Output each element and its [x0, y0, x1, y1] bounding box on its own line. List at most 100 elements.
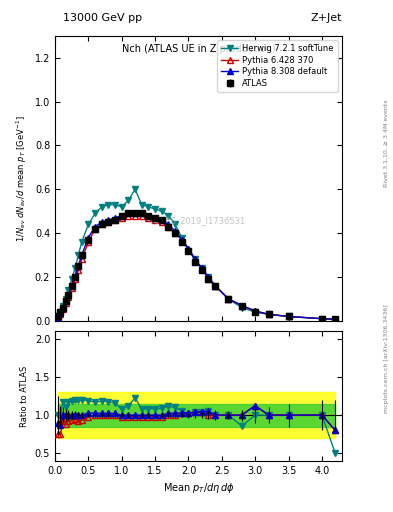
Pythia 6.428 370	[266, 311, 271, 317]
Pythia 6.428 370	[66, 294, 71, 300]
Herwig 7.2.1 softTune	[166, 212, 171, 219]
Text: ATLAS_2019_I1736531: ATLAS_2019_I1736531	[151, 217, 246, 226]
Herwig 7.2.1 softTune	[199, 265, 204, 271]
Herwig 7.2.1 softTune	[320, 315, 324, 322]
Herwig 7.2.1 softTune	[99, 204, 104, 210]
Herwig 7.2.1 softTune	[239, 305, 244, 311]
Pythia 8.308 default	[286, 313, 291, 319]
Pythia 6.428 370	[206, 276, 211, 282]
Pythia 8.308 default	[333, 316, 338, 322]
Pythia 8.308 default	[69, 283, 74, 289]
X-axis label: Mean $p_T/d\eta\,d\phi$: Mean $p_T/d\eta\,d\phi$	[163, 481, 234, 495]
Pythia 8.308 default	[266, 311, 271, 317]
Pythia 8.308 default	[133, 210, 138, 217]
Pythia 6.428 370	[119, 215, 124, 221]
Pythia 8.308 default	[106, 217, 111, 223]
Pythia 6.428 370	[213, 283, 217, 289]
Text: 13000 GeV pp: 13000 GeV pp	[63, 13, 142, 23]
Pythia 8.308 default	[126, 210, 131, 217]
Pythia 8.308 default	[119, 212, 124, 219]
Pythia 8.308 default	[99, 219, 104, 225]
Pythia 8.308 default	[76, 263, 81, 269]
Pythia 8.308 default	[73, 274, 77, 280]
Herwig 7.2.1 softTune	[63, 296, 68, 302]
Pythia 8.308 default	[146, 212, 151, 219]
Herwig 7.2.1 softTune	[93, 210, 97, 217]
Herwig 7.2.1 softTune	[69, 276, 74, 282]
Legend: Herwig 7.2.1 softTune, Pythia 6.428 370, Pythia 8.308 default, ATLAS: Herwig 7.2.1 softTune, Pythia 6.428 370,…	[217, 40, 338, 92]
Pythia 6.428 370	[160, 219, 164, 225]
Herwig 7.2.1 softTune	[86, 221, 91, 227]
Line: Pythia 8.308 default: Pythia 8.308 default	[55, 210, 338, 322]
Pythia 8.308 default	[140, 210, 144, 217]
Pythia 6.428 370	[126, 212, 131, 219]
Herwig 7.2.1 softTune	[76, 252, 81, 258]
Pythia 6.428 370	[79, 257, 84, 263]
Pythia 8.308 default	[153, 215, 158, 221]
Pythia 8.308 default	[55, 314, 60, 320]
Pythia 8.308 default	[180, 237, 184, 243]
Pythia 8.308 default	[226, 296, 231, 302]
Pythia 6.428 370	[86, 239, 91, 245]
Pythia 6.428 370	[106, 219, 111, 225]
Herwig 7.2.1 softTune	[79, 239, 84, 245]
Herwig 7.2.1 softTune	[153, 206, 158, 212]
Text: Rivet 3.1.10, ≥ 3.4M events: Rivet 3.1.10, ≥ 3.4M events	[384, 99, 389, 187]
Herwig 7.2.1 softTune	[113, 202, 118, 208]
Herwig 7.2.1 softTune	[61, 303, 65, 309]
Pythia 8.308 default	[320, 315, 324, 322]
Pythia 6.428 370	[333, 316, 338, 322]
Pythia 6.428 370	[320, 315, 324, 322]
Pythia 6.428 370	[58, 311, 63, 317]
Pythia 6.428 370	[69, 285, 74, 291]
Pythia 6.428 370	[186, 245, 191, 251]
Herwig 7.2.1 softTune	[173, 221, 178, 227]
Pythia 6.428 370	[239, 303, 244, 309]
Herwig 7.2.1 softTune	[226, 296, 231, 302]
Herwig 7.2.1 softTune	[286, 313, 291, 319]
Herwig 7.2.1 softTune	[66, 287, 71, 293]
Pythia 6.428 370	[286, 313, 291, 319]
Pythia 8.308 default	[66, 291, 71, 297]
Pythia 6.428 370	[76, 267, 81, 273]
Y-axis label: $1/N_{ev}\ dN_{ev}/d\ \mathrm{mean}\ p_T\ [\mathrm{GeV}^{-1}]$: $1/N_{ev}\ dN_{ev}/d\ \mathrm{mean}\ p_T…	[15, 115, 29, 242]
Herwig 7.2.1 softTune	[333, 317, 338, 323]
Pythia 8.308 default	[160, 217, 164, 223]
Herwig 7.2.1 softTune	[55, 313, 60, 319]
Text: Z+Jet: Z+Jet	[310, 13, 342, 23]
Y-axis label: Ratio to ATLAS: Ratio to ATLAS	[20, 366, 29, 426]
Pythia 6.428 370	[193, 257, 198, 263]
Pythia 6.428 370	[133, 212, 138, 219]
Pythia 6.428 370	[166, 224, 171, 230]
Herwig 7.2.1 softTune	[253, 309, 257, 315]
Pythia 6.428 370	[253, 308, 257, 314]
Pythia 6.428 370	[226, 296, 231, 302]
Herwig 7.2.1 softTune	[186, 248, 191, 254]
Pythia 8.308 default	[166, 221, 171, 227]
Pythia 8.308 default	[79, 252, 84, 258]
Pythia 8.308 default	[253, 308, 257, 314]
Line: Herwig 7.2.1 softTune: Herwig 7.2.1 softTune	[55, 186, 338, 323]
Herwig 7.2.1 softTune	[126, 197, 131, 203]
Line: Pythia 6.428 370: Pythia 6.428 370	[55, 213, 338, 322]
Pythia 8.308 default	[206, 274, 211, 280]
Pythia 8.308 default	[63, 298, 68, 304]
Pythia 6.428 370	[113, 217, 118, 223]
Pythia 6.428 370	[55, 314, 60, 321]
Pythia 8.308 default	[199, 265, 204, 271]
Pythia 8.308 default	[93, 224, 97, 230]
Text: Nch (ATLAS UE in Z production): Nch (ATLAS UE in Z production)	[121, 45, 275, 54]
Herwig 7.2.1 softTune	[146, 204, 151, 210]
Pythia 6.428 370	[199, 265, 204, 271]
Herwig 7.2.1 softTune	[119, 204, 124, 210]
Herwig 7.2.1 softTune	[206, 274, 211, 280]
Pythia 8.308 default	[61, 305, 65, 311]
Pythia 6.428 370	[63, 300, 68, 306]
Herwig 7.2.1 softTune	[160, 208, 164, 215]
Herwig 7.2.1 softTune	[58, 309, 63, 315]
Pythia 6.428 370	[99, 221, 104, 227]
Pythia 8.308 default	[58, 310, 63, 316]
Pythia 8.308 default	[193, 257, 198, 263]
Pythia 8.308 default	[173, 228, 178, 234]
Pythia 8.308 default	[186, 245, 191, 251]
